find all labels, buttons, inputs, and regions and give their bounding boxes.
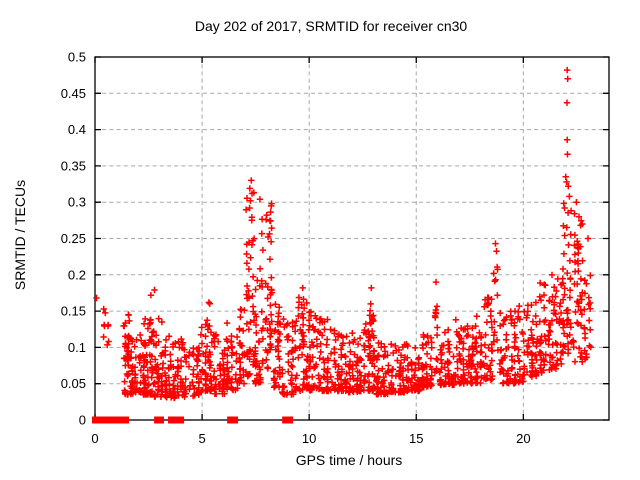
x-tick-label: 5 (198, 431, 205, 446)
y-tick-label: 0.25 (61, 231, 86, 246)
x-tick-label: 15 (409, 431, 423, 446)
y-tick-label: 0 (79, 413, 86, 428)
y-tick-label: 0.3 (68, 195, 86, 210)
x-tick-label: 0 (91, 431, 98, 446)
zero-value-run (92, 416, 110, 424)
zero-value-run (282, 416, 294, 424)
scatter-points (93, 66, 594, 402)
y-tick-label: 0.35 (61, 158, 86, 173)
zero-value-run (168, 416, 179, 424)
zero-value-run (175, 416, 185, 424)
y-tick-label: 0.1 (68, 340, 86, 355)
y-tick-label: 0.05 (61, 376, 86, 391)
y-tick-label: 0.4 (68, 122, 86, 137)
y-tick-label: 0.2 (68, 267, 86, 282)
y-tick-label: 0.5 (68, 50, 86, 65)
x-axis-label: GPS time / hours (295, 452, 403, 468)
zero-value-run (227, 416, 239, 424)
x-tick-label: 20 (516, 431, 530, 446)
zero-value-run (106, 416, 130, 424)
zero-value-run (154, 416, 164, 424)
chart-title: Day 202 of 2017, SRMTID for receiver cn3… (194, 18, 468, 34)
x-tick-label: 10 (302, 431, 316, 446)
y-tick-label: 0.15 (61, 304, 86, 319)
grid-lines (95, 57, 609, 420)
y-tick-label: 0.45 (61, 86, 86, 101)
